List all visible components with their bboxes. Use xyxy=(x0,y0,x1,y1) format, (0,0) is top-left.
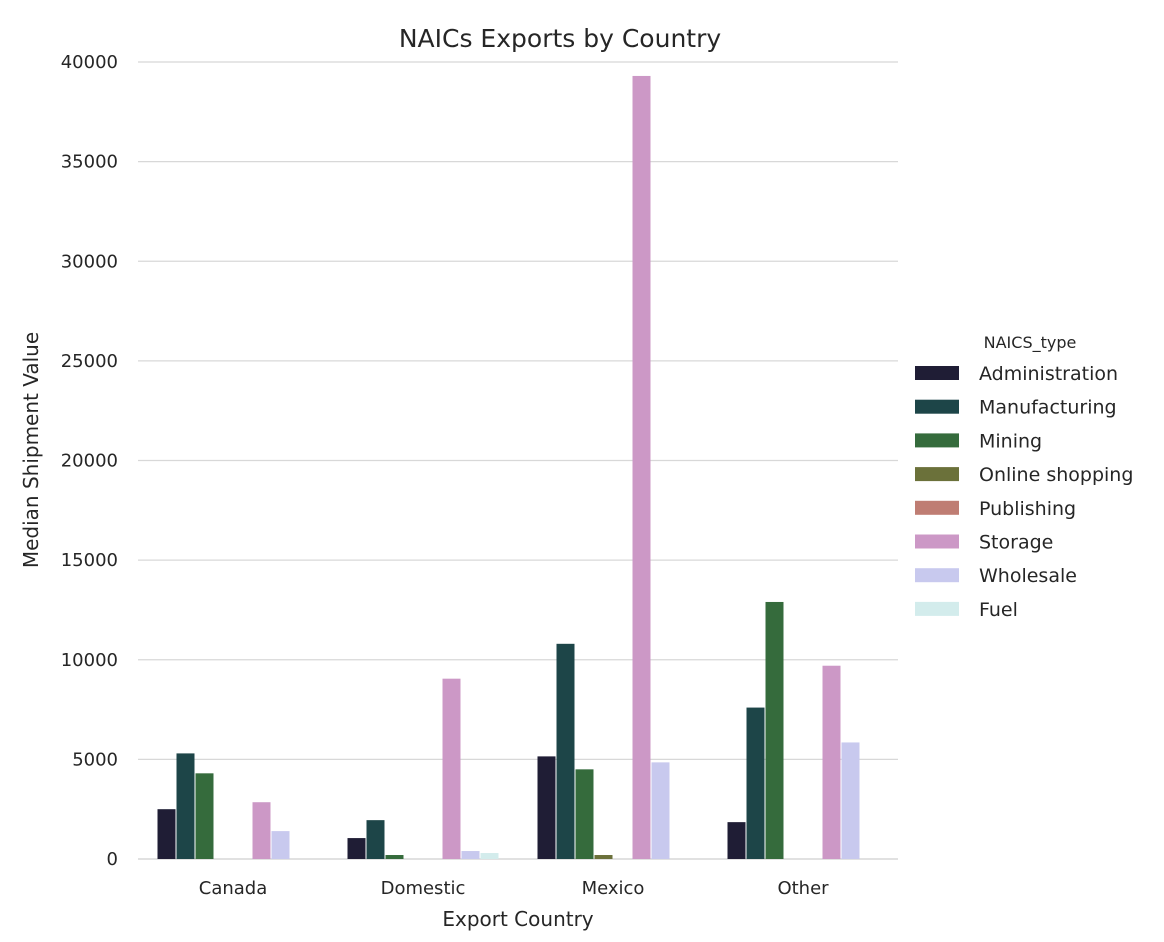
bar-wholesale-other xyxy=(841,742,860,859)
legend-swatch xyxy=(915,601,959,616)
legend-swatch xyxy=(915,433,959,448)
legend-label: Wholesale xyxy=(979,565,1077,587)
y-axis-label: Median Shipment Value xyxy=(19,332,43,568)
bars xyxy=(157,75,860,859)
bar-administration-mexico xyxy=(537,756,556,859)
legend-label: Publishing xyxy=(979,498,1076,520)
legend-title: NAICS_type xyxy=(984,333,1077,353)
y-tick-label: 0 xyxy=(107,849,118,870)
bar-administration-other xyxy=(727,822,746,859)
y-tick-label: 20000 xyxy=(61,451,118,472)
bar-storage-canada xyxy=(252,802,271,859)
legend: NAICS_type Administration Manufacturing Mi… xyxy=(915,333,1133,621)
x-axis-label: Export Country xyxy=(442,907,593,931)
legend-swatch xyxy=(915,534,959,549)
legend-items: Administration Manufacturing Mining Online … xyxy=(915,363,1133,621)
legend-swatch xyxy=(915,366,959,380)
legend-label: Fuel xyxy=(979,599,1018,621)
bar-manufacturing-canada xyxy=(176,753,195,859)
legend-label: Online shopping xyxy=(979,464,1133,486)
bar-mining-mexico xyxy=(575,769,594,859)
bar-mining-canada xyxy=(195,773,214,859)
bar-wholesale-domestic xyxy=(461,851,480,859)
y-axis-ticks: 0 5000 10000 15000 20000 25000 30000 35000 40000 xyxy=(61,52,118,870)
y-tick-label: 35000 xyxy=(61,152,118,173)
bar-storage-other xyxy=(822,665,841,859)
y-tick-label: 5000 xyxy=(72,749,118,770)
gridlines xyxy=(138,61,898,860)
y-tick-label: 25000 xyxy=(61,351,118,372)
legend-label: Manufacturing xyxy=(979,397,1117,419)
y-tick-label: 15000 xyxy=(61,550,118,571)
legend-swatch xyxy=(915,467,959,482)
bar-manufacturing-domestic xyxy=(366,820,385,859)
bar-fuel-domestic xyxy=(480,853,499,859)
legend-swatch xyxy=(915,399,959,414)
bar-mining-domestic xyxy=(385,855,404,859)
bar-mining-other xyxy=(765,601,784,859)
bar-storage-mexico xyxy=(632,75,651,859)
bar-online-shopping-mexico xyxy=(594,855,613,859)
bar-manufacturing-other xyxy=(746,707,765,859)
y-tick-label: 30000 xyxy=(61,251,118,272)
legend-swatch xyxy=(915,500,959,515)
x-axis-ticks: Canada Domestic Mexico Other xyxy=(199,878,829,899)
x-tick-label: Canada xyxy=(199,878,268,899)
bar-administration-canada xyxy=(157,809,176,859)
bar-wholesale-canada xyxy=(271,831,290,859)
x-tick-label: Other xyxy=(777,878,829,899)
bar-storage-domestic xyxy=(442,678,461,859)
bar-administration-domestic xyxy=(347,838,366,859)
x-tick-label: Mexico xyxy=(582,878,645,899)
bar-wholesale-mexico xyxy=(651,762,670,859)
y-tick-label: 40000 xyxy=(61,52,118,73)
legend-label: Mining xyxy=(979,430,1042,452)
y-tick-label: 10000 xyxy=(61,650,118,671)
x-tick-label: Domestic xyxy=(381,878,466,899)
legend-label: Administration xyxy=(979,363,1118,385)
chart-title: NAICs Exports by Country xyxy=(399,24,722,53)
bar-manufacturing-mexico xyxy=(556,643,575,859)
legend-label: Storage xyxy=(979,532,1053,554)
legend-swatch xyxy=(915,568,959,583)
